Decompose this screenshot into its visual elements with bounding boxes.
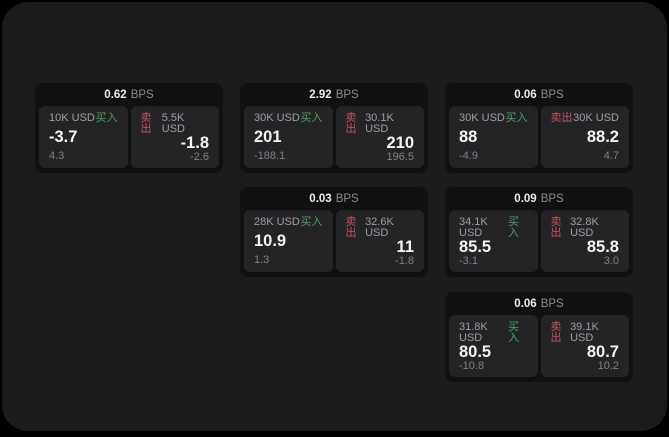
sell-price: 80.7 — [586, 343, 619, 361]
buy-tile[interactable]: 28K USD 买入 10.9 1.3 — [244, 210, 333, 272]
buy-amount: 10K USD — [49, 112, 95, 124]
sell-price: 11 — [396, 238, 414, 256]
sell-tile[interactable]: 卖出 5.5K USD -1.8 -2.6 — [130, 106, 219, 168]
buy-tile[interactable]: 34.1K USD 买入 85.5 -3.1 — [449, 210, 538, 272]
buy-amount: 34.1K USD — [459, 216, 488, 239]
sell-amount: 30K USD — [573, 112, 619, 124]
bps-header: 0.06 BPS — [445, 292, 633, 315]
buy-delta: 1.3 — [254, 254, 270, 266]
bps-value: 0.06 — [514, 88, 537, 101]
sell-tile[interactable]: 卖出 32.8K USD 85.8 3.0 — [540, 210, 629, 272]
sell-price: 85.8 — [586, 238, 619, 256]
buy-tile[interactable]: 30K USD 买入 88 -4.9 — [449, 106, 538, 168]
buy-price: 201 — [254, 128, 282, 147]
quote-body: 31.8K USD 买入 80.5 -10.8 卖出 39.1K USD 80.… — [445, 315, 633, 377]
quote-body: 28K USD 买入 10.9 1.3 卖出 32.6K USD 11 -1.8 — [240, 210, 428, 272]
bps-value: 0.62 — [104, 88, 127, 101]
bps-header: 0.06 BPS — [445, 83, 633, 106]
bps-value: 0.06 — [514, 297, 537, 310]
buy-side-label: 买入 — [505, 112, 528, 124]
sell-tile[interactable]: 卖出 32.6K USD 11 -1.8 — [335, 210, 424, 272]
bps-unit-label: BPS — [335, 88, 359, 101]
quote-card-1: 0.62 BPS 10K USD 买入 -3.7 4.3 卖出 5.5K USD… — [35, 83, 223, 173]
bps-unit-label: BPS — [130, 88, 154, 101]
sell-tile[interactable]: 卖出 30.1K USD 210 196.5 — [335, 106, 424, 168]
sell-delta: 196.5 — [386, 150, 414, 163]
bps-header: 0.03 BPS — [240, 187, 428, 210]
sell-side-label: 卖出 — [345, 112, 357, 135]
quote-card-3: 0.06 BPS 30K USD 买入 88 -4.9 卖出 30K USD 8… — [445, 83, 633, 173]
buy-side-label: 买入 — [95, 112, 118, 124]
bps-unit-label: BPS — [335, 192, 359, 205]
quote-body: 30K USD 买入 201 -188.1 卖出 30.1K USD 210 1… — [240, 106, 428, 168]
buy-amount: 28K USD — [254, 216, 300, 228]
sell-side-label: 卖出 — [550, 321, 562, 344]
quote-card-2: 2.92 BPS 30K USD 买入 201 -188.1 卖出 30.1K … — [240, 83, 428, 173]
sell-price: 210 — [386, 134, 414, 152]
sell-price: -1.8 — [180, 134, 209, 152]
buy-delta: 4.3 — [49, 150, 65, 162]
buy-amount: 31.8K USD — [459, 321, 488, 344]
bps-header: 0.62 BPS — [35, 83, 223, 106]
buy-price: -3.7 — [49, 128, 78, 147]
sell-amount: 39.1K USD — [570, 321, 599, 344]
sell-delta: -1.8 — [395, 254, 414, 267]
sell-amount: 5.5K USD — [161, 112, 185, 135]
buy-tile[interactable]: 30K USD 买入 201 -188.1 — [244, 106, 333, 168]
bps-value: 0.09 — [514, 192, 537, 205]
quote-body: 34.1K USD 买入 85.5 -3.1 卖出 32.8K USD 85.8… — [445, 210, 633, 272]
sell-delta: 10.2 — [597, 359, 619, 372]
quote-body: 10K USD 买入 -3.7 4.3 卖出 5.5K USD -1.8 -2.… — [35, 106, 223, 168]
sell-amount: 32.6K USD — [365, 216, 394, 239]
buy-tile[interactable]: 10K USD 买入 -3.7 4.3 — [39, 106, 128, 168]
sell-side-label: 卖出 — [550, 112, 573, 124]
bps-header: 0.09 BPS — [445, 187, 633, 210]
quote-card-4: 0.03 BPS 28K USD 买入 10.9 1.3 卖出 32.6K US… — [240, 187, 428, 277]
buy-side-label: 买入 — [300, 216, 323, 228]
buy-amount: 30K USD — [459, 112, 505, 124]
sell-tile[interactable]: 卖出 39.1K USD 80.7 10.2 — [540, 315, 629, 377]
buy-tile[interactable]: 31.8K USD 买入 80.5 -10.8 — [449, 315, 538, 377]
buy-price: 10.9 — [254, 232, 287, 251]
buy-side-label: 买入 — [300, 112, 323, 124]
buy-amount: 30K USD — [254, 112, 300, 124]
sell-amount: 32.8K USD — [570, 216, 599, 239]
buy-price: 88 — [459, 128, 478, 147]
bps-value: 2.92 — [309, 88, 332, 101]
buy-side-label: 买入 — [507, 216, 519, 239]
quote-card-6: 0.06 BPS 31.8K USD 买入 80.5 -10.8 卖出 39.1… — [445, 292, 633, 382]
app-surface: 0.62 BPS 10K USD 买入 -3.7 4.3 卖出 5.5K USD… — [2, 2, 667, 431]
buy-delta: -188.1 — [254, 150, 286, 162]
buy-delta: -3.1 — [459, 254, 478, 267]
sell-delta: 4.7 — [603, 150, 619, 162]
buy-delta: -10.8 — [459, 359, 485, 372]
quote-body: 30K USD 买入 88 -4.9 卖出 30K USD 88.2 4.7 — [445, 106, 633, 168]
buy-price: 85.5 — [459, 238, 492, 256]
bps-value: 0.03 — [309, 192, 332, 205]
bps-unit-label: BPS — [540, 297, 564, 310]
sell-delta: -2.6 — [190, 150, 209, 163]
sell-side-label: 卖出 — [550, 216, 562, 239]
sell-price: 88.2 — [586, 128, 619, 147]
sell-side-label: 卖出 — [345, 216, 357, 239]
buy-price: 80.5 — [459, 343, 492, 361]
buy-delta: -4.9 — [459, 150, 478, 162]
sell-tile[interactable]: 卖出 30K USD 88.2 4.7 — [540, 106, 629, 168]
quote-card-5: 0.09 BPS 34.1K USD 买入 85.5 -3.1 卖出 32.8K… — [445, 187, 633, 277]
buy-side-label: 买入 — [507, 321, 519, 344]
bps-unit-label: BPS — [540, 192, 564, 205]
sell-side-label: 卖出 — [140, 112, 152, 135]
bps-unit-label: BPS — [540, 88, 564, 101]
sell-delta: 3.0 — [603, 254, 619, 267]
sell-amount: 30.1K USD — [365, 112, 394, 135]
bps-header: 2.92 BPS — [240, 83, 428, 106]
